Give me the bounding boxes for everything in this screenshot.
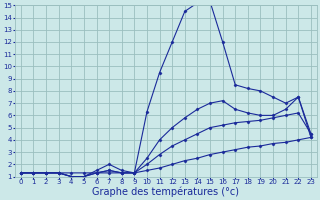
X-axis label: Graphe des températures (°c): Graphe des températures (°c) xyxy=(92,187,239,197)
